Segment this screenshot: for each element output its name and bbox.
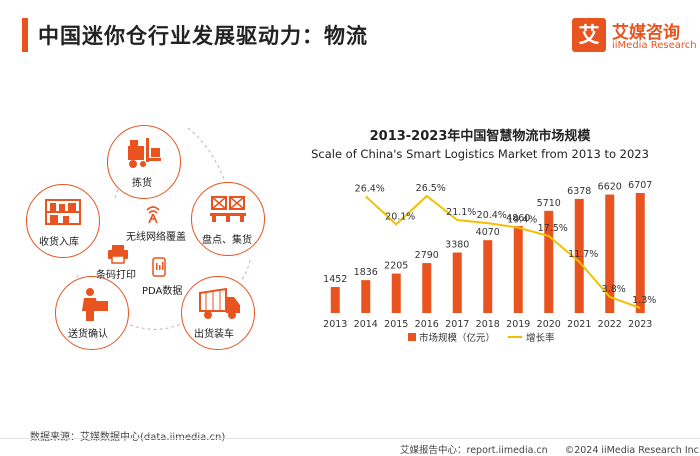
pallet-icon — [210, 196, 246, 222]
growth-rate-label: 11.7% — [568, 249, 598, 260]
diagram-node-inventory: 盘点、集货 — [191, 182, 265, 256]
x-tick-label: 2019 — [506, 319, 530, 330]
x-tick-label: 2016 — [415, 319, 439, 330]
bar-value-label: 2205 — [384, 261, 408, 272]
node-label: 盘点、集货 — [202, 235, 252, 246]
footer-copyright: ©2024 iiMedia Research Inc — [564, 445, 699, 456]
diagram-node-picking: 拣货 — [107, 125, 181, 199]
growth-rate-label: 19.4% — [507, 215, 537, 226]
legend-bar-label: 市场规模（亿元） — [419, 332, 495, 344]
legend-bar-swatch — [408, 333, 416, 341]
iimedia-logo: 艾 艾媒咨询 iiMedia Research — [572, 18, 697, 58]
x-tick-label: 2015 — [384, 319, 408, 330]
x-axis-ticks: 2013 2014 2015 2016 2017 2018 2019 2020 2021 2022… — [323, 319, 652, 330]
x-tick-label: 2017 — [445, 319, 469, 330]
page-title: 中国迷你仓行业发展驱动力：物流 — [38, 24, 368, 48]
logo-name-cn: 艾媒咨询 — [612, 23, 680, 43]
market-chart: 1452 1836 2205 2790 3380 4070 4860 5710 6378 6620… — [323, 180, 657, 344]
x-tick-label: 2021 — [567, 319, 591, 330]
bar-2018 — [483, 240, 493, 313]
bar-value-label: 6378 — [567, 186, 591, 197]
bar-2013 — [330, 287, 340, 313]
bar-2023 — [635, 193, 645, 313]
bar-value-label: 6707 — [628, 180, 652, 191]
node-label: 收货入库 — [39, 237, 79, 248]
node-label: 送货确认 — [68, 329, 108, 340]
pda-icon — [152, 257, 166, 277]
delivery-person-icon — [82, 288, 108, 321]
bar-value-labels: 1452 1836 2205 2790 3380 4070 4860 5710 6378 6620… — [323, 180, 652, 285]
growth-rate-label: 20.1% — [385, 211, 415, 222]
source-note: 数据来源：艾媒数据中心(data.iimedia.cn) — [30, 428, 225, 443]
growth-rate-label: 26.5% — [416, 183, 446, 194]
node-label: 出货装车 — [194, 329, 234, 340]
legend-line-label: 增长率 — [526, 332, 555, 344]
printer-icon — [108, 245, 128, 264]
x-tick-label: 2020 — [537, 319, 561, 330]
bar-value-label: 5710 — [537, 198, 561, 209]
bar-value-label: 2790 — [415, 250, 439, 261]
logo-name-en: iiMedia Research — [612, 40, 697, 51]
forklift-icon — [128, 138, 161, 168]
growth-rate-label: 1.3% — [632, 295, 656, 306]
diagram-node-delivery-confirm: 送货确认 — [55, 276, 129, 350]
chart-title: 2013-2023年中国智慧物流市场规模 — [369, 129, 591, 144]
diagram-node-shipping: 出货装车 — [181, 276, 255, 350]
center-label-pda: PDA数据 — [142, 286, 183, 297]
center-label-wireless: 无线网络覆盖 — [126, 232, 186, 243]
diagram-node-receiving: 收货入库 — [26, 184, 100, 258]
bar-value-label: 1452 — [323, 274, 347, 285]
title-accent-bar — [22, 18, 28, 52]
bar-2014 — [361, 280, 371, 313]
growth-rate-label: 21.1% — [446, 207, 476, 218]
center-label-printer: 条码打印 — [96, 270, 136, 281]
bar-2022 — [605, 194, 615, 313]
footer-divider — [0, 438, 700, 439]
growth-rate-label: 3.8% — [602, 284, 626, 295]
bar-2019 — [513, 226, 523, 313]
x-tick-label: 2018 — [476, 319, 500, 330]
chart-subtitle: Scale of China's Smart Logistics Market … — [311, 147, 649, 161]
bar-2016 — [422, 263, 432, 313]
x-tick-label: 2023 — [628, 319, 652, 330]
growth-rate-label: 20.4% — [477, 210, 507, 221]
bar-value-label: 1836 — [354, 267, 378, 278]
bar-value-label: 4860 — [506, 213, 530, 224]
bar-2020 — [544, 210, 554, 313]
node-label: 拣货 — [132, 178, 152, 189]
growth-rate-labels: 26.4% 20.1% 26.5% 21.1% 20.4% 19.4%17.5% 11.7%… — [355, 183, 657, 306]
x-tick-label: 2022 — [598, 319, 622, 330]
growth-rate-label: 17.5% — [538, 223, 568, 234]
bar-value-label: 4070 — [476, 227, 500, 238]
truck-icon — [199, 287, 240, 319]
footer-report-center: 艾媒报告中心：report.iimedia.cn — [400, 445, 548, 456]
bar-2017 — [452, 252, 462, 313]
wireless-icon — [146, 206, 160, 224]
x-tick-label: 2013 — [323, 319, 347, 330]
growth-rate-label: 26.4% — [355, 183, 385, 194]
bar-value-label: 6620 — [598, 182, 622, 193]
bar-value-label: 3380 — [445, 240, 469, 251]
logo-mark: 艾 — [572, 18, 606, 52]
chart-legend: 市场规模（亿元） 增长率 — [408, 332, 555, 344]
bar-2015 — [391, 273, 401, 313]
footer: 艾媒报告中心：report.iimedia.cn ©2024 iiMedia R… — [400, 442, 699, 456]
x-tick-label: 2014 — [354, 319, 378, 330]
warehouse-shelf-icon — [45, 199, 81, 225]
growth-rate-line — [365, 194, 641, 309]
bar-series — [330, 193, 645, 313]
bar-2021 — [574, 198, 584, 313]
